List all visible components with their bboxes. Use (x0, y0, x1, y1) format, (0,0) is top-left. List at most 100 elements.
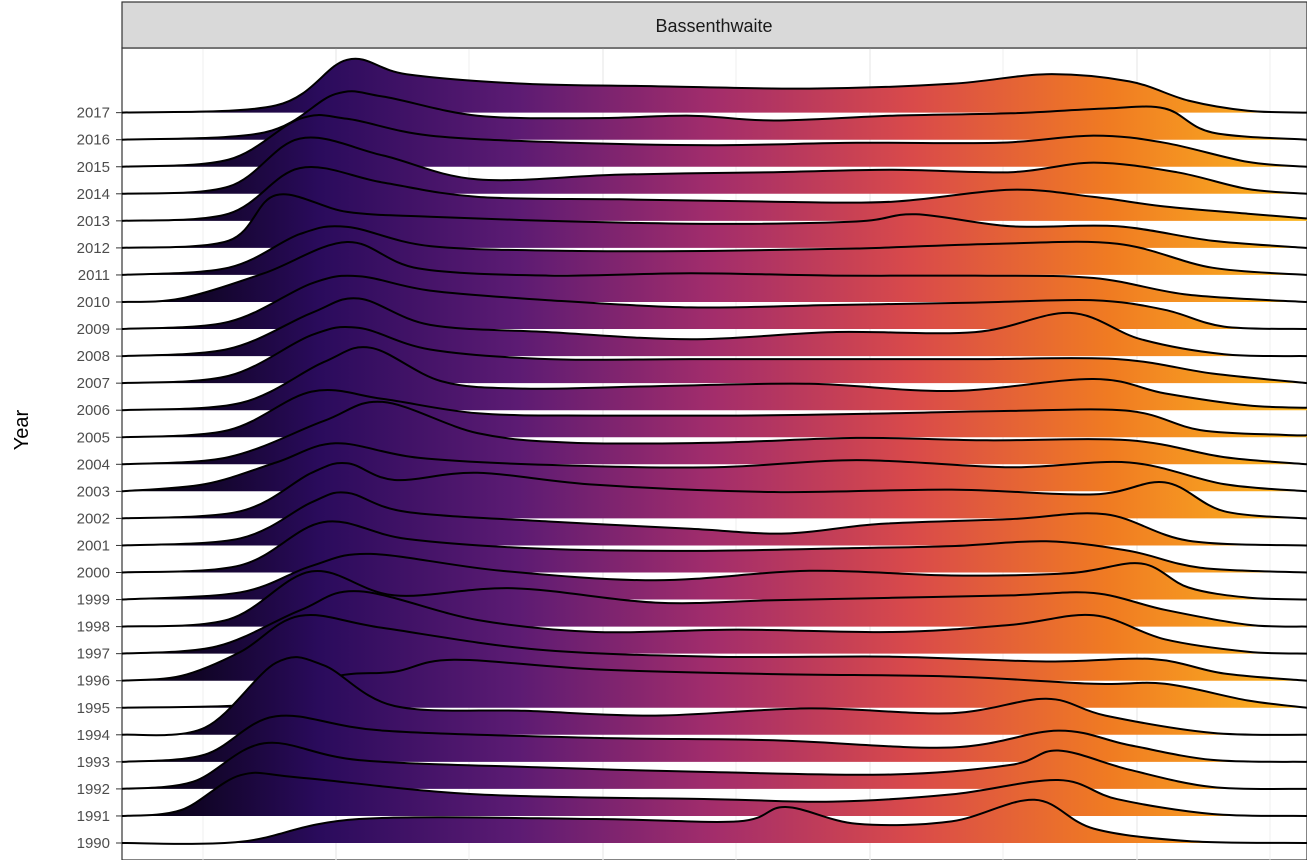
ridge-line-1998 (121, 570, 1307, 628)
ridge-line-1992 (121, 741, 1307, 791)
y-tick-label-1999: 1999 (77, 592, 110, 609)
ridge-2009 (121, 274, 1307, 330)
ridge-line-1990 (121, 798, 1307, 845)
ridge-area-2014 (122, 137, 1307, 194)
y-tick-label-1990: 1990 (77, 835, 110, 852)
y-tick-label-2011: 2011 (78, 267, 110, 284)
y-tick-label-1991: 1991 (77, 808, 110, 825)
ridge-line-2017 (121, 57, 1307, 114)
y-tick-label-1997: 1997 (77, 646, 110, 663)
ridge-line-2009 (121, 274, 1307, 330)
ridge-2010 (121, 240, 1307, 303)
y-tick-label-2002: 2002 (77, 510, 110, 527)
ridge-line-2016 (121, 90, 1307, 141)
y-tick-label-1992: 1992 (77, 781, 110, 798)
ridge-1993 (121, 714, 1307, 763)
ridge-line-2003 (121, 442, 1307, 493)
y-axis-title: Year (11, 409, 33, 450)
ridge-line-2006 (121, 346, 1307, 412)
ridge-line-2007 (121, 325, 1307, 385)
ridge-area-1995 (122, 659, 1307, 708)
y-tick-label-2010: 2010 (77, 294, 110, 311)
y-tick-label-2014: 2014 (77, 186, 110, 203)
ridge-line-2008 (121, 297, 1307, 358)
y-tick-label-2001: 2001 (77, 537, 110, 554)
ridge-2007 (121, 325, 1307, 385)
y-tick-label-2004: 2004 (77, 456, 110, 473)
ridge-2006 (121, 346, 1307, 412)
y-tick-label-2015: 2015 (77, 159, 110, 176)
ridge-line-2012 (121, 193, 1307, 249)
ridge-area-2015 (122, 115, 1307, 167)
y-tick-label-1993: 1993 (77, 754, 110, 771)
ridge-2004 (121, 400, 1307, 466)
ridge-line-2001 (121, 491, 1307, 547)
y-tick-label-2007: 2007 (77, 375, 110, 392)
ridge-line-2015 (121, 114, 1307, 168)
ridge-area-2011 (122, 226, 1307, 275)
ridge-2014 (121, 136, 1307, 195)
ridge-area-1993 (122, 715, 1307, 762)
facet-strip-label: Bassenthwaite (655, 16, 772, 36)
y-tick-label-2000: 2000 (77, 565, 110, 582)
ridge-area-2001 (122, 492, 1307, 546)
ridge-layer (121, 57, 1307, 845)
ridge-line-1993 (121, 714, 1307, 763)
ridge-2011 (121, 225, 1307, 276)
y-tick-label-2012: 2012 (77, 240, 110, 257)
ridge-line-2011 (121, 225, 1307, 276)
facet-strip (121, 1, 1307, 49)
ridge-2001 (121, 491, 1307, 547)
ridge-line-2005 (121, 389, 1307, 439)
y-axis: 1990 1991 1992 1993 1994 1995 1996 1997 1998 1999… (77, 105, 122, 852)
ridge-2012 (121, 193, 1307, 249)
ridge-area-1990 (122, 799, 1307, 844)
y-tick-label-2005: 2005 (77, 429, 110, 446)
y-tick-label-1995: 1995 (77, 700, 110, 717)
ridge-area-2006 (122, 347, 1307, 411)
ridge-area-2010 (122, 241, 1307, 302)
ridge-line-2004 (121, 400, 1307, 466)
y-tick-label-1998: 1998 (77, 619, 110, 636)
ridge-1994 (121, 656, 1307, 737)
ridge-line-1999 (121, 552, 1307, 601)
ridge-line-1996 (121, 614, 1307, 682)
ridge-line-1991 (121, 771, 1307, 817)
y-tick-label-2017: 2017 (77, 105, 110, 122)
ridge-1990 (121, 798, 1307, 845)
ridge-area-2007 (122, 326, 1307, 384)
ridge-area-1992 (122, 742, 1307, 790)
ridge-area-2013 (122, 167, 1307, 221)
ridge-area-1999 (122, 553, 1307, 600)
y-tick-label-2016: 2016 (77, 132, 110, 149)
y-tick-label-2006: 2006 (77, 402, 110, 419)
ridge-2015 (121, 114, 1307, 168)
ridge-line-2013 (121, 166, 1307, 222)
ridge-line-1997 (121, 590, 1307, 655)
ridge-2017 (121, 57, 1307, 114)
ridge-area-2016 (122, 91, 1307, 140)
ridge-area-2012 (122, 194, 1307, 248)
ridge-line-2010 (121, 240, 1307, 303)
y-tick-label-2008: 2008 (77, 348, 110, 365)
ridge-line-2000 (121, 520, 1307, 574)
ridge-area-2008 (122, 298, 1307, 357)
ridge-area-2017 (122, 58, 1307, 113)
ridge-2008 (121, 297, 1307, 358)
ridge-2013 (121, 166, 1307, 222)
y-tick-label-1996: 1996 (77, 673, 110, 690)
ridge-1992 (121, 741, 1307, 791)
ridge-line-2014 (121, 136, 1307, 195)
y-tick-label-1994: 1994 (77, 727, 110, 744)
ridge-2002 (121, 461, 1307, 520)
ridge-1999 (121, 552, 1307, 601)
ridge-area-2004 (122, 401, 1307, 465)
ridge-2016 (121, 90, 1307, 141)
y-tick-label-2003: 2003 (77, 483, 110, 500)
ridge-line-1994 (121, 656, 1307, 737)
y-tick-label-2009: 2009 (77, 321, 110, 338)
ridge-area-1994 (122, 657, 1307, 736)
y-tick-label-2013: 2013 (77, 213, 110, 230)
